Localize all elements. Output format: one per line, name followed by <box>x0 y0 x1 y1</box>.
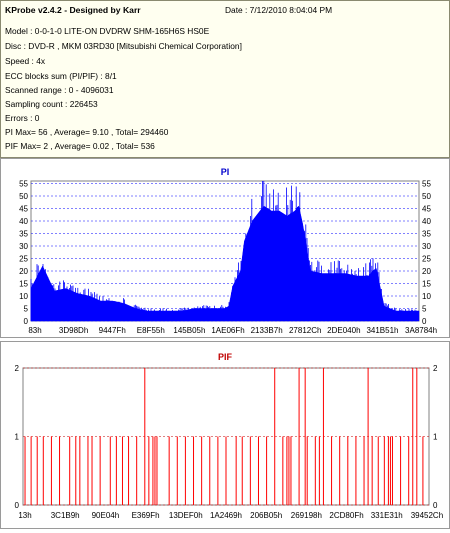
pif-ytick-left: 2 <box>15 364 20 373</box>
pif-chart-title: PIF <box>218 352 233 362</box>
pif-xtick: 2CD80Fh <box>329 511 363 520</box>
model-line: Model : 0-0-1-0 LITE-ON DVDRW SHM-165H6S… <box>5 26 210 36</box>
pi-ytick-left: 50 <box>19 192 28 201</box>
ecc-line: ECC blocks sum (PI/PIF) : 8/1 <box>5 71 117 81</box>
pi-ytick-left: 40 <box>19 217 28 226</box>
info-panel: KProbe v2.4.2 - Designed by Karr Date : … <box>0 0 450 158</box>
pi-xtick: 1AE06Fh <box>211 326 244 335</box>
disc-line: Disc : DVD-R , MKM 03RD30 [Mitsubishi Ch… <box>5 41 242 51</box>
pi-ytick-left: 35 <box>19 230 28 239</box>
pi-ytick-right: 55 <box>422 180 431 189</box>
pif-xtick: 206B05h <box>250 511 282 520</box>
pi-ytick-right: 20 <box>422 267 431 276</box>
pi-xtick: 3A8784h <box>405 326 437 335</box>
pi-ytick-left: 0 <box>24 317 29 326</box>
pif-ytick-right: 1 <box>433 433 438 442</box>
pi-series-spikes <box>30 181 420 321</box>
pi-chart-panel: PI 0 0 5 5 10 10 15 15 20 20 25 25 30 30 35 35 40 40 45 45 5… <box>0 158 450 338</box>
pif-chart: PIF 0 0 1 1 2 2 13h 3C1B9h 90E04h E369Fh 13DEF0h 1A… <box>15 352 444 520</box>
pi-xtick: 3D98Dh <box>59 326 88 335</box>
pi-ytick-right: 50 <box>422 192 431 201</box>
pif-ytick-left: 1 <box>15 433 20 442</box>
app-title: KProbe v2.4.2 - Designed by Karr <box>5 5 141 15</box>
range-line: Scanned range : 0 - 4096031 <box>5 85 114 95</box>
pi-chart-title: PI <box>221 167 230 177</box>
pi-ytick-left: 5 <box>24 305 29 314</box>
sampling-line: Sampling count : 226453 <box>5 99 98 109</box>
pi-xtick: 2DE040h <box>327 326 360 335</box>
pi-xtick: 9447Fh <box>99 326 126 335</box>
pi-xtick: 83h <box>28 326 41 335</box>
pi-ytick-left: 20 <box>19 267 28 276</box>
pi-xtick: 27812Ch <box>289 326 321 335</box>
pi-ytick-right: 45 <box>422 205 431 214</box>
scan-date: Date : 7/12/2010 8:04:04 PM <box>225 5 333 15</box>
pi-xtick: 145B05h <box>173 326 205 335</box>
speed-line: Speed : 4x <box>5 56 46 66</box>
pi-ytick-left: 10 <box>19 292 28 301</box>
errors-line: Errors : 0 <box>5 113 40 123</box>
pi-ytick-left: 45 <box>19 205 28 214</box>
pif-xtick: 3C1B9h <box>51 511 80 520</box>
pi-ytick-right: 35 <box>422 230 431 239</box>
pif-xtick: 39452Ch <box>411 511 443 520</box>
pi-xtick: E8F55h <box>137 326 165 335</box>
pif-xtick: 13h <box>18 511 31 520</box>
pi-ytick-left: 15 <box>19 280 28 289</box>
pif-xtick: 269198h <box>291 511 322 520</box>
pi-xtick: 341B51h <box>366 326 398 335</box>
pif-summary-line: PIF Max= 2 , Average= 0.02 , Total= 536 <box>5 141 155 151</box>
pi-ytick-right: 15 <box>422 280 431 289</box>
pi-ytick-left: 30 <box>19 242 28 251</box>
pif-xtick: E369Fh <box>132 511 160 520</box>
pif-xtick: 13DEF0h <box>169 511 203 520</box>
pi-ytick-right: 30 <box>422 242 431 251</box>
pi-xtick: 2133B7h <box>251 326 283 335</box>
pif-ytick-right: 2 <box>433 364 438 373</box>
pif-xtick: 331E31h <box>371 511 403 520</box>
pif-xtick: 1A2469h <box>210 511 242 520</box>
pif-ytick-left: 0 <box>15 501 20 510</box>
pif-xtick: 90E04h <box>92 511 120 520</box>
pi-ytick-right: 40 <box>422 217 431 226</box>
pi-summary-line: PI Max= 56 , Average= 9.10 , Total= 2944… <box>5 127 169 137</box>
pi-series-area <box>30 205 420 322</box>
pi-ytick-right: 25 <box>422 255 431 264</box>
pi-ytick-right: 10 <box>422 292 431 301</box>
pif-chart-panel: PIF 0 0 1 1 2 2 13h 3C1B9h 90E04h E369Fh 13DEF0h 1A… <box>0 341 450 529</box>
pi-ytick-right: 5 <box>422 305 427 314</box>
pi-ytick-left: 25 <box>19 255 28 264</box>
pi-ytick-left: 55 <box>19 180 28 189</box>
pif-ytick-right: 0 <box>433 501 438 510</box>
pi-ytick-right: 0 <box>422 317 427 326</box>
